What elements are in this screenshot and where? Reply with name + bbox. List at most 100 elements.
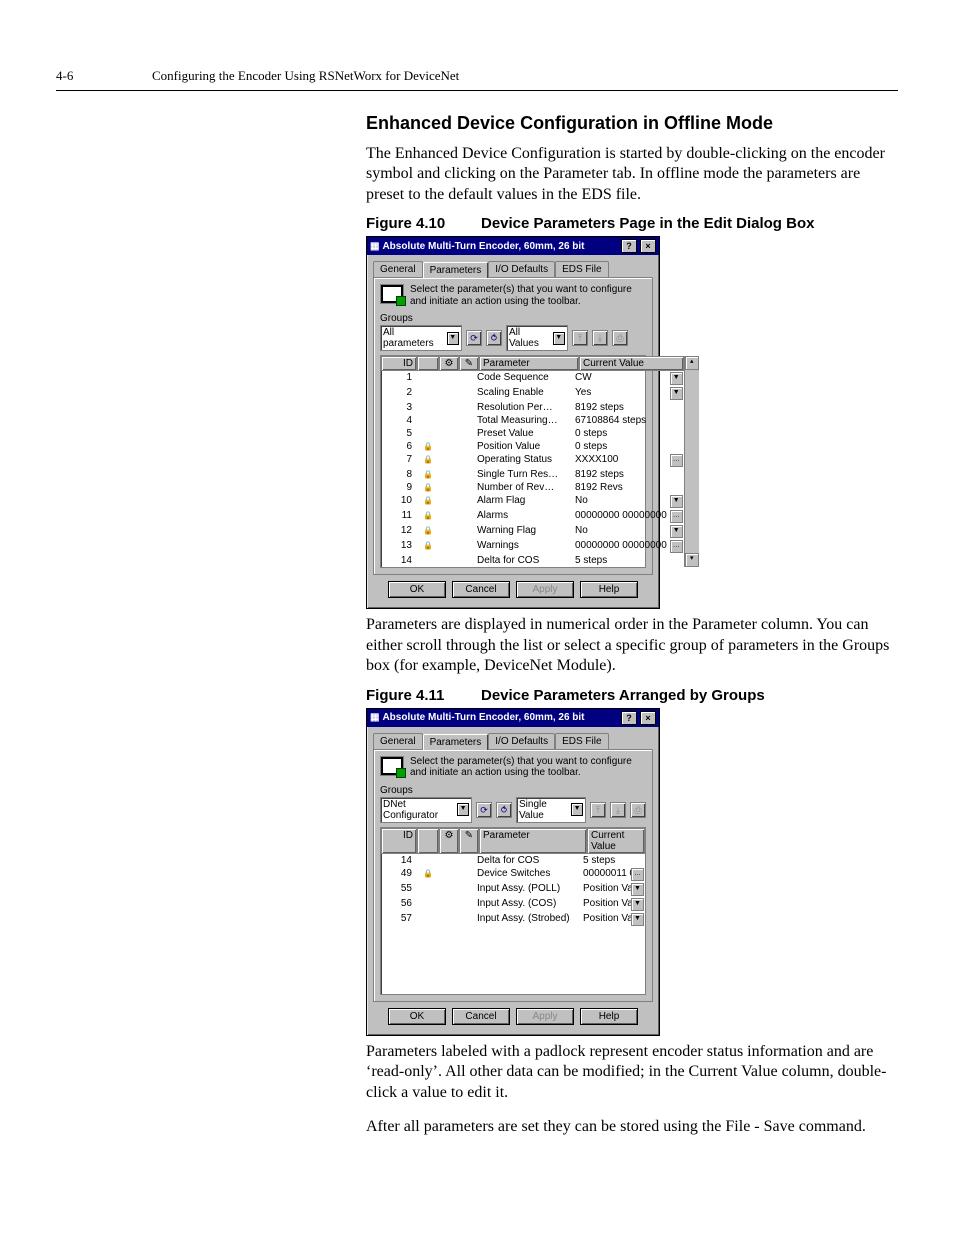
cell-value[interactable]: Position Value [580,897,631,912]
table-row[interactable]: 11🔒Alarms00000000 00000000… [381,509,684,524]
chevron-down-icon[interactable]: ▼ [670,372,683,385]
print-icon[interactable]: ⎙ [630,802,646,818]
monitor-icon[interactable]: ⟳ [466,330,482,346]
table-row[interactable]: 56Input Assy. (COS)Position Value▼ [381,897,645,912]
chevron-down-icon[interactable]: ▼ [631,883,644,896]
chevron-down-icon[interactable]: ▼ [457,803,469,816]
cancel-button[interactable]: Cancel [452,1008,510,1025]
table-row[interactable]: 49🔒Device Switches00000011 00000010… [381,867,645,882]
table-row[interactable]: 55Input Assy. (POLL)Position Value + Vel… [381,882,645,897]
groups-dropdown[interactable]: All parameters ▼ [380,325,462,351]
cell-value[interactable]: CW [572,371,670,386]
upload-icon[interactable]: ⤒ [572,330,588,346]
cell-value[interactable]: 0 steps [572,427,670,440]
col-parameter[interactable]: Parameter [479,356,579,371]
table-row[interactable]: 57Input Assy. (Strobed)Position Value + … [381,912,645,927]
col-cfg-a[interactable]: ⚙ [439,356,459,371]
cell-value[interactable]: 5 steps [572,554,670,567]
ok-button[interactable]: OK [388,1008,446,1025]
table-row[interactable]: 4Total Measuring…67108864 steps [381,414,684,427]
cell-value[interactable]: Position Value + Velocity [580,882,631,897]
col-id[interactable]: ID [381,356,417,371]
chevron-down-icon[interactable]: ▼ [631,913,644,926]
chevron-down-icon[interactable]: ▼ [447,332,460,345]
values-dropdown[interactable]: Single Value ▼ [516,797,586,823]
tab-general[interactable]: General [373,261,423,277]
table-row[interactable]: 2Scaling EnableYes▼ [381,386,684,401]
ok-button[interactable]: OK [388,581,446,598]
cell-value[interactable]: 8192 steps [572,401,670,414]
cell-value[interactable]: 8192 steps [572,468,670,481]
col-lock[interactable]: ⠀ [417,356,439,371]
apply-button[interactable]: Apply [516,581,574,598]
cell-value[interactable]: 0 steps [572,440,670,453]
cell-value[interactable]: No [572,494,670,509]
table-row[interactable]: 14Delta for COS5 steps [381,554,684,567]
cell-value[interactable]: 00000000 00000000 [572,509,670,524]
help-button[interactable]: Help [580,581,638,598]
cell-value[interactable]: 67108864 steps [572,414,670,427]
help-icon[interactable]: ? [621,239,637,253]
chevron-down-icon[interactable]: ▼ [670,387,683,400]
scrollbar[interactable]: ▴ ▾ [684,356,699,567]
col-cfg-b[interactable]: ✎ [459,356,479,371]
table-row[interactable]: 1Code SequenceCW▼ [381,371,684,386]
close-icon[interactable]: × [640,711,656,725]
chevron-down-icon[interactable]: ▼ [631,898,644,911]
cell-value[interactable]: 00000000 00000000 [572,539,670,554]
restore-icon[interactable]: ⥀ [496,802,512,818]
download-icon[interactable]: ⤓ [610,802,626,818]
ellipsis-icon[interactable]: … [670,454,683,467]
values-dropdown[interactable]: All Values ▼ [506,325,568,351]
table-row[interactable]: 5Preset Value0 steps [381,427,684,440]
tab-eds-file[interactable]: EDS File [555,261,608,277]
tab-parameters[interactable]: Parameters [423,262,489,278]
table-row[interactable]: 10🔒Alarm FlagNo▼ [381,494,684,509]
table-row[interactable]: 6🔒Position Value0 steps [381,440,684,453]
tab-eds-file[interactable]: EDS File [555,733,608,749]
print-icon[interactable]: ⎙ [612,330,628,346]
col-cfg-b[interactable]: ✎ [459,828,479,854]
table-row[interactable]: 8🔒Single Turn Res…8192 steps [381,468,684,481]
table-row[interactable]: 12🔒Warning FlagNo▼ [381,524,684,539]
upload-icon[interactable]: ⤒ [590,802,606,818]
scroll-down-icon[interactable]: ▾ [685,553,699,567]
cell-value[interactable]: No [572,524,670,539]
cell-value[interactable]: 5 steps [580,854,631,867]
table-row[interactable]: 13🔒Warnings00000000 00000000… [381,539,684,554]
download-icon[interactable]: ⤓ [592,330,608,346]
chevron-down-icon[interactable]: ▼ [571,803,583,816]
tab-general[interactable]: General [373,733,423,749]
close-icon[interactable]: × [640,239,656,253]
cell-value[interactable]: Position Value + Cam State [580,912,631,927]
col-current-value[interactable]: Current Value [587,828,645,854]
monitor-icon[interactable]: ⟳ [476,802,492,818]
col-lock[interactable]: ⠀ [417,828,439,854]
cell-value[interactable]: Yes [572,386,670,401]
chevron-down-icon[interactable]: ▼ [670,525,683,538]
cell-value[interactable]: 00000011 00000010 [580,867,631,882]
col-id[interactable]: ID [381,828,417,854]
cell-value[interactable]: XXXX100 [572,453,670,468]
tab-io-defaults[interactable]: I/O Defaults [488,261,555,277]
chevron-down-icon[interactable]: ▼ [553,332,565,345]
ellipsis-icon[interactable]: … [670,510,683,523]
cell-value[interactable]: 8192 Revs [572,481,670,494]
groups-dropdown[interactable]: DNet Configurator ▼ [380,797,472,823]
restore-icon[interactable]: ⥀ [486,330,502,346]
chevron-down-icon[interactable]: ▼ [670,495,683,508]
table-row[interactable]: 7🔒Operating StatusXXXX100… [381,453,684,468]
help-button[interactable]: Help [580,1008,638,1025]
table-row[interactable]: 9🔒Number of Rev…8192 Revs [381,481,684,494]
col-current-value[interactable]: Current Value [579,356,684,371]
tab-parameters[interactable]: Parameters [423,734,489,750]
ellipsis-icon[interactable]: … [670,540,683,553]
ellipsis-icon[interactable]: … [631,868,644,881]
scroll-up-icon[interactable]: ▴ [685,356,699,370]
apply-button[interactable]: Apply [516,1008,574,1025]
help-icon[interactable]: ? [621,711,637,725]
col-cfg-a[interactable]: ⚙ [439,828,459,854]
table-row[interactable]: 14Delta for COS5 steps [381,854,645,867]
col-parameter[interactable]: Parameter [479,828,587,854]
tab-io-defaults[interactable]: I/O Defaults [488,733,555,749]
